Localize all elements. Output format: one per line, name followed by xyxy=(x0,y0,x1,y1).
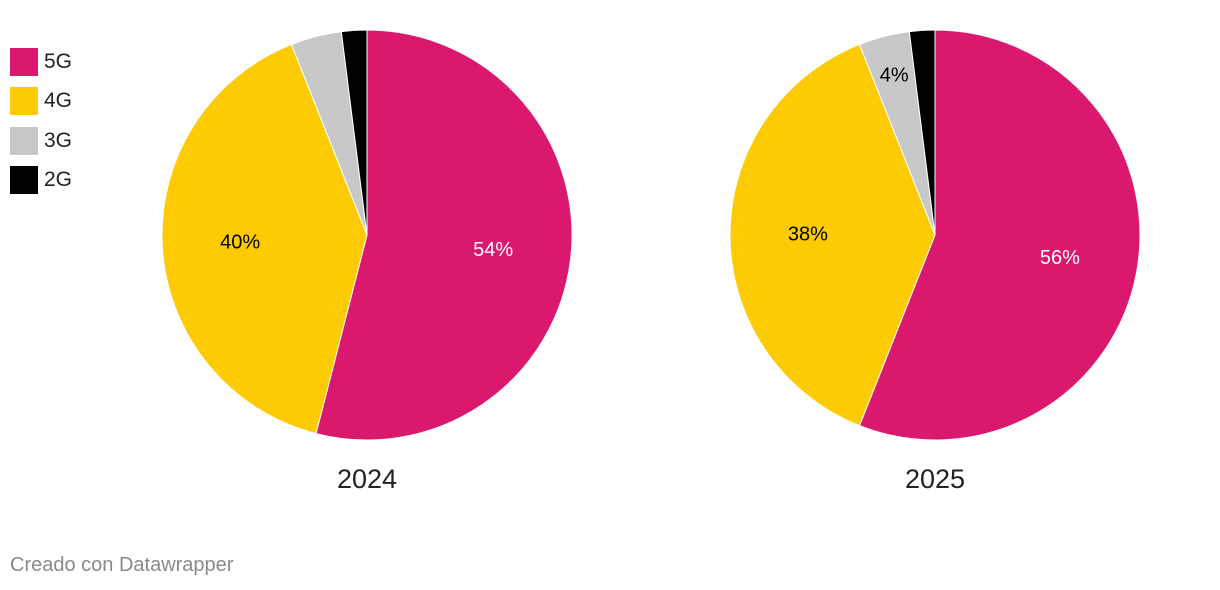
chart-legend: 5G 4G 3G 2G xyxy=(10,42,72,200)
legend-swatch xyxy=(10,166,38,195)
slice-label-4g: 40% xyxy=(220,231,260,253)
legend-label: 3G xyxy=(44,128,73,152)
footer-credit: Creado con Datawrapper xyxy=(10,554,234,576)
pie-slice-4g xyxy=(161,43,368,435)
legend-item-4g: 4G xyxy=(10,82,72,122)
pie-title: 2025 xyxy=(905,464,965,494)
legend-swatch xyxy=(10,87,38,116)
pie-slice-5g xyxy=(315,29,573,441)
pie-slice-5g xyxy=(858,29,1141,441)
slice-label-5g: 56% xyxy=(1040,247,1080,269)
legend-item-2g: 2G xyxy=(10,161,72,201)
pie-slice-4g xyxy=(729,43,936,427)
slice-label-4g: 38% xyxy=(788,223,828,245)
pie-slice-2g xyxy=(340,29,368,236)
slice-label-3g: 4% xyxy=(880,64,909,86)
legend-label: 2G xyxy=(44,168,73,192)
pie-title: 2024 xyxy=(337,464,397,494)
legend-item-5g: 5G xyxy=(10,42,72,82)
pie-2024: 54% 40% 2024 xyxy=(161,29,573,494)
legend-swatch xyxy=(10,47,38,76)
legend-swatch xyxy=(10,126,38,155)
pie-2025: 56% 38% 4% 2025 xyxy=(729,29,1141,494)
legend-label: 5G xyxy=(44,49,73,73)
legend-label: 4G xyxy=(44,89,73,113)
legend-item-3g: 3G xyxy=(10,121,72,161)
slice-label-5g: 54% xyxy=(473,239,513,261)
pie-slice-2g xyxy=(908,29,936,236)
